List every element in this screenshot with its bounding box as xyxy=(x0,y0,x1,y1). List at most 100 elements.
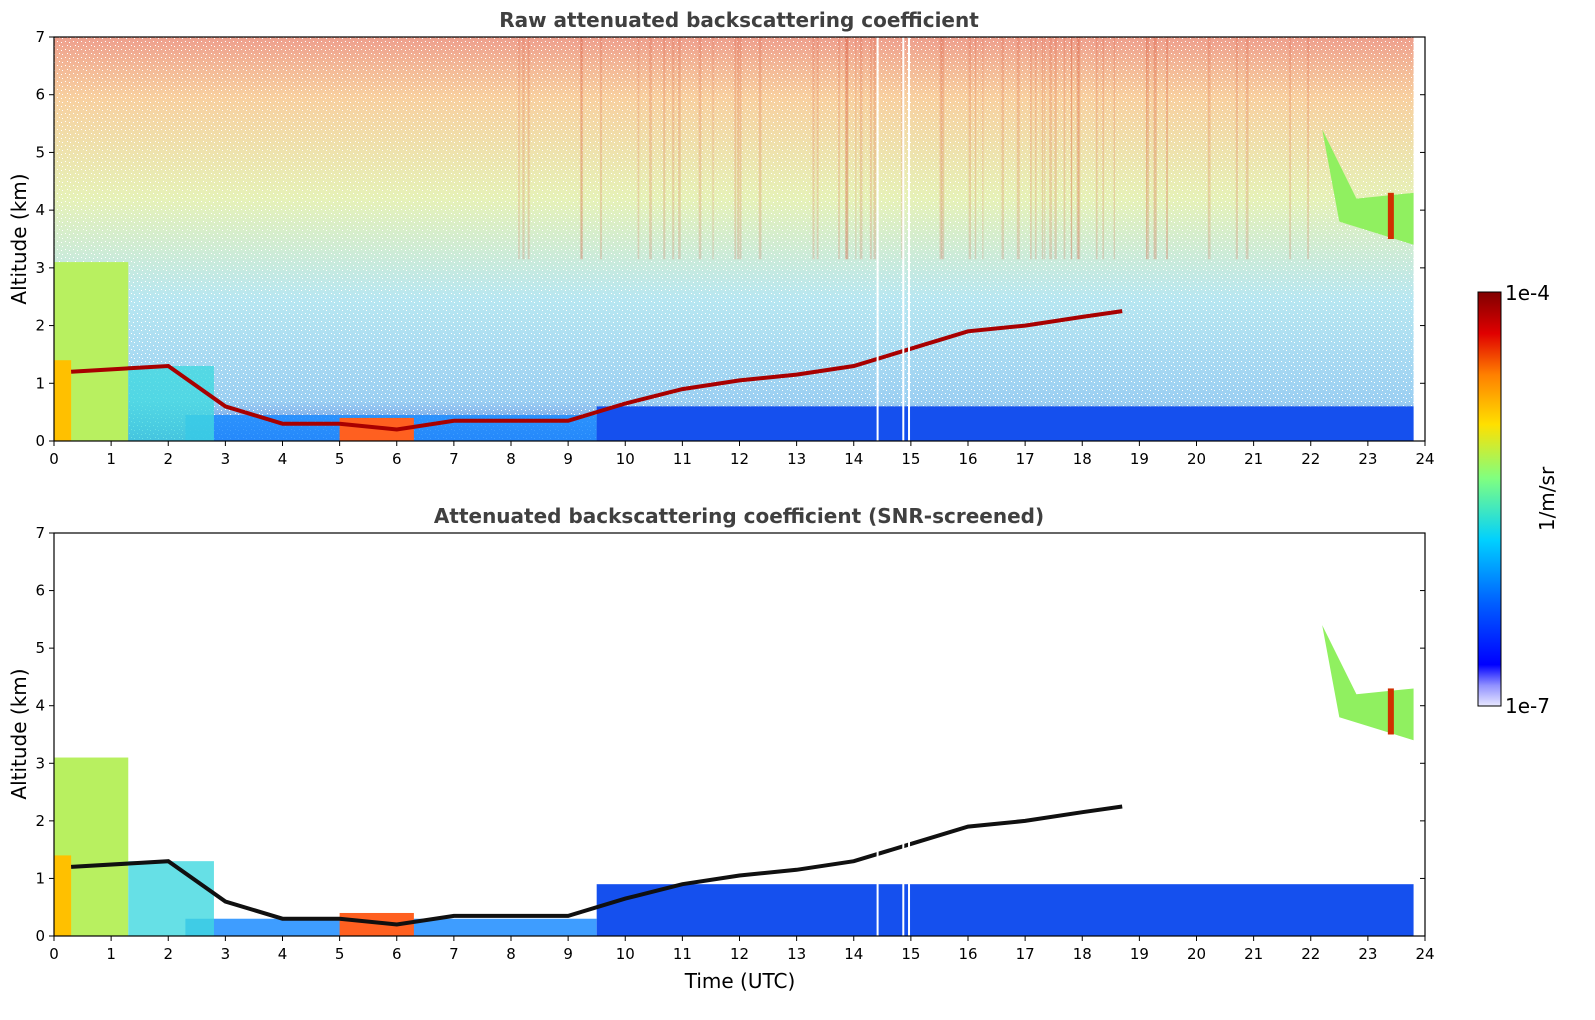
data-gap xyxy=(876,37,879,441)
colorbar-min-label: 1e-7 xyxy=(1505,694,1550,718)
y-tick-label: 5 xyxy=(35,143,45,161)
colorbar-max-label: 1e-4 xyxy=(1505,281,1550,305)
data-gap xyxy=(876,533,879,936)
x-tick-label: 23 xyxy=(1358,450,1377,468)
x-tick-label: 21 xyxy=(1244,945,1263,963)
noise-streak xyxy=(734,37,737,260)
noise-streak xyxy=(1207,37,1211,260)
x-tick-label: 6 xyxy=(392,450,402,468)
x-tick-label: 20 xyxy=(1187,945,1206,963)
x-tick-label: 6 xyxy=(392,945,402,963)
residual-layer-core xyxy=(54,855,72,936)
y-tick-label: 1 xyxy=(35,869,45,887)
x-tick-label: 8 xyxy=(506,450,516,468)
x-tick-label: 19 xyxy=(1130,945,1149,963)
x-tick-label: 18 xyxy=(1073,945,1092,963)
noise-streak xyxy=(1001,37,1004,260)
x-tick-label: 10 xyxy=(616,945,635,963)
x-tick-label: 24 xyxy=(1415,450,1434,468)
noise-streak xyxy=(968,37,972,260)
noise-streak xyxy=(1016,37,1020,260)
noise-streak xyxy=(1063,37,1066,260)
noise-streak xyxy=(522,37,525,260)
noise-streak xyxy=(1113,37,1116,260)
x-tick-label: 1 xyxy=(106,945,116,963)
x-tick-label: 16 xyxy=(958,450,977,468)
x-tick-label: 11 xyxy=(673,450,692,468)
noise-streak xyxy=(1146,37,1150,260)
noise-streak xyxy=(1044,37,1046,260)
boundary-layer-line xyxy=(70,309,1123,432)
data-gap xyxy=(902,37,905,441)
x-tick-label: 2 xyxy=(163,450,173,468)
noise-streak xyxy=(941,37,945,260)
noise-streak xyxy=(846,37,849,260)
colorbar-unit-label: 1/m/sr xyxy=(1535,466,1559,531)
noise-streak xyxy=(1054,37,1057,260)
noise-streak xyxy=(1041,37,1044,260)
surface-layer xyxy=(596,406,1414,441)
x-tick-label: 1 xyxy=(106,450,116,468)
x-tick-label: 5 xyxy=(335,450,345,468)
x-tick-label: 3 xyxy=(221,450,231,468)
colorbar: 1e-4 1e-7 1/m/sr xyxy=(1477,281,1559,718)
data-gap xyxy=(908,37,911,441)
noise-streak xyxy=(663,37,666,260)
x-tick-label: 18 xyxy=(1073,450,1092,468)
x-tick-label: 12 xyxy=(730,945,749,963)
noise-streak xyxy=(698,37,702,260)
noise-streak xyxy=(1153,37,1156,260)
noise-streak xyxy=(739,37,742,260)
noise-streak xyxy=(845,37,847,260)
noise-streak xyxy=(1029,37,1032,260)
noise-streak xyxy=(1235,37,1239,260)
panel1-title: Raw attenuated backscattering coefficien… xyxy=(499,8,979,32)
panel1-heatmap xyxy=(54,37,1414,441)
x-tick-label: 0 xyxy=(49,945,59,963)
x-tick-label: 7 xyxy=(449,450,459,468)
noise-streak xyxy=(859,37,863,260)
panel1-y-ticks: 0 1 2 3 4 5 6 7 xyxy=(35,28,1425,450)
x-tick-label: 14 xyxy=(844,945,863,963)
noise-streak xyxy=(982,37,984,260)
x-tick-label: 17 xyxy=(1016,450,1035,468)
x-tick-label: 24 xyxy=(1415,945,1434,963)
panel1-y-axis-label: Altitude (km) xyxy=(7,173,31,304)
noise-streak xyxy=(845,37,849,260)
high-cloud-core xyxy=(1387,192,1394,239)
x-tick-label: 19 xyxy=(1130,450,1149,468)
x-tick-label: 4 xyxy=(278,450,288,468)
x-tick-label: 12 xyxy=(730,450,749,468)
y-tick-label: 5 xyxy=(35,639,45,657)
noise-streak xyxy=(600,37,602,260)
surface-layer xyxy=(596,884,1414,936)
noise-streak xyxy=(1307,37,1310,260)
snr-screened-panel: Attenuated backscattering coefficient (S… xyxy=(7,504,1435,993)
panel2-x-axis-label: Time (UTC) xyxy=(684,969,796,993)
noise-streak xyxy=(1245,37,1249,260)
x-tick-label: 21 xyxy=(1244,450,1263,468)
x-tick-label: 9 xyxy=(563,450,573,468)
data-gap xyxy=(902,533,905,936)
noise-streak xyxy=(1289,37,1292,260)
noise-streak xyxy=(812,37,815,260)
x-tick-label: 23 xyxy=(1358,945,1377,963)
x-tick-label: 13 xyxy=(787,945,806,963)
noise-streak xyxy=(939,37,943,260)
panel2-y-ticks: 0 1 2 3 4 5 6 7 xyxy=(35,524,1425,945)
panel2-heatmap xyxy=(54,533,1414,936)
noise-streak xyxy=(1070,37,1073,260)
panel2-x-ticks: 0 1 2 3 4 5 6 7 8 9 10 11 12 13 14 15 16 17 18 19 20 21 22 23 24 xyxy=(49,936,1435,963)
x-tick-label: 15 xyxy=(901,945,920,963)
x-tick-label: 17 xyxy=(1016,945,1035,963)
sky-noise-speckle xyxy=(54,37,1414,441)
raw-backscatter-panel: Raw attenuated backscattering coefficien… xyxy=(7,8,1435,468)
x-tick-label: 11 xyxy=(673,945,692,963)
noise-streak xyxy=(838,37,840,260)
x-tick-label: 15 xyxy=(901,450,920,468)
y-tick-label: 7 xyxy=(35,524,45,542)
noise-streak xyxy=(737,37,740,260)
x-tick-label: 5 xyxy=(335,945,345,963)
y-tick-label: 4 xyxy=(35,201,45,219)
noise-streak xyxy=(855,37,857,260)
